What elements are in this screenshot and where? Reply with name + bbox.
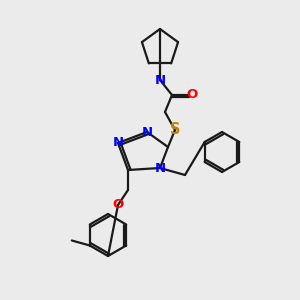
Text: N: N <box>154 161 166 175</box>
Text: O: O <box>186 88 198 101</box>
Text: N: N <box>141 125 153 139</box>
Text: O: O <box>112 199 124 212</box>
Text: S: S <box>170 122 180 137</box>
Text: N: N <box>112 136 124 149</box>
Text: N: N <box>154 74 166 86</box>
